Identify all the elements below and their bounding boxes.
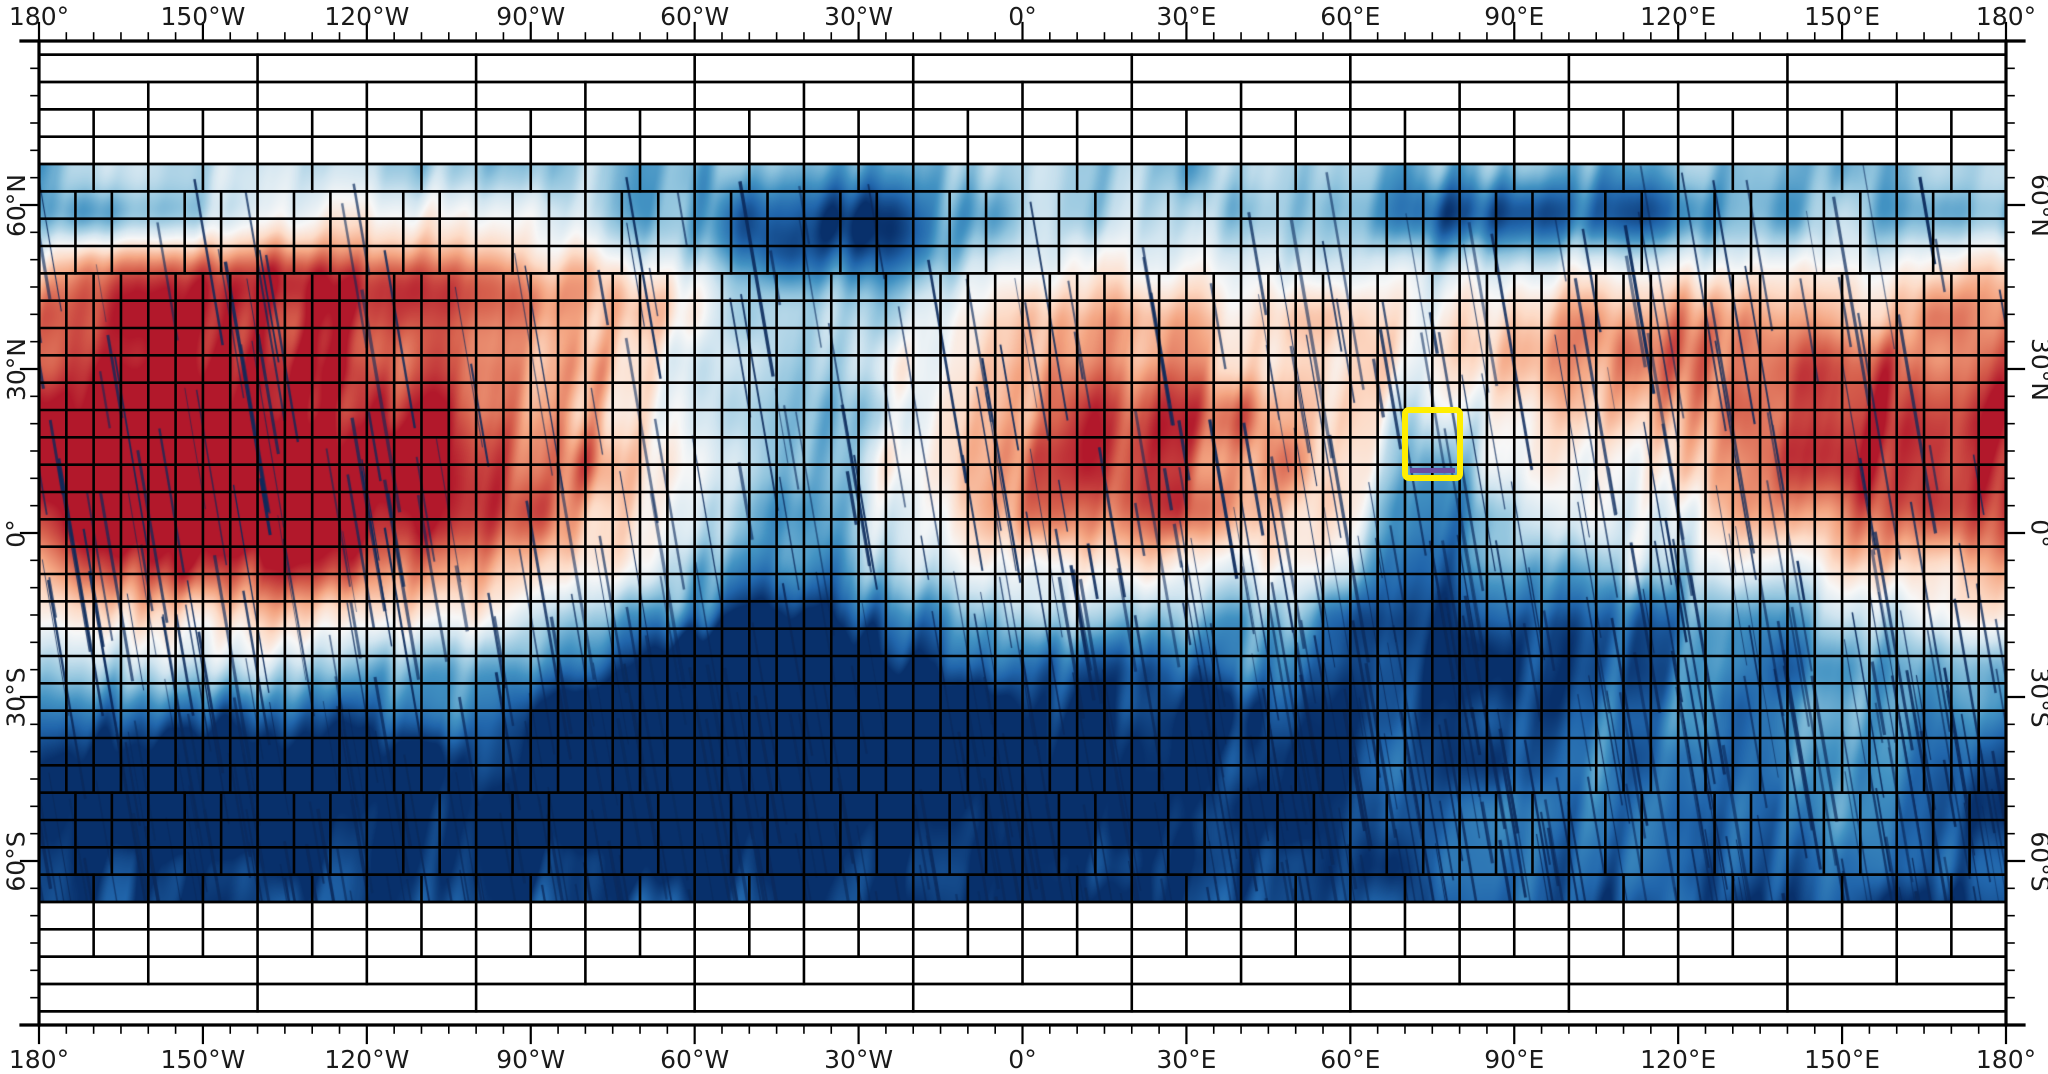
top-lon-label: 180° [8,2,70,31]
bottom-lon-label: 0° [1008,1045,1037,1074]
bottom-lon-label: 120°W [324,1045,410,1074]
right-lat-label: 30°N [2025,337,2048,402]
top-lon-label: 60°E [1320,2,1381,31]
bottom-lon-label: 60°W [660,1045,730,1074]
bottom-lon-label: 150°W [160,1045,246,1074]
bottom-lon-label: 60°E [1320,1045,1381,1074]
left-lat-label: 30°S [1,667,31,728]
bottom-lon-label: 120°E [1640,1045,1717,1074]
bottom-lon-label: 30°W [824,1045,894,1074]
right-lat-label: 30°S [2025,667,2048,728]
left-lat-label: 60°N [1,173,31,238]
top-lon-label: 120°W [324,2,410,31]
right-lat-label: 0° [2025,519,2048,548]
top-lon-label: 120°E [1640,2,1717,31]
right-lat-label: 60°N [2025,173,2048,238]
selected-tile-highlight[interactable] [1401,407,1463,482]
bottom-lon-label: 180° [8,1045,70,1074]
left-lat-label: 0° [1,519,31,548]
top-lon-label: 30°E [1156,2,1217,31]
right-lat-label: 60°S [2025,831,2048,892]
top-lon-label: 180° [1975,2,2037,31]
top-lon-label: 90°E [1484,2,1545,31]
left-lat-label: 60°S [1,831,31,892]
top-lon-label: 30°W [824,2,894,31]
top-lon-label: 90°W [496,2,566,31]
bottom-lon-label: 180° [1975,1045,2037,1074]
top-lon-label: 60°W [660,2,730,31]
left-lat-label: 30°N [1,337,31,402]
top-lon-label: 150°E [1804,2,1881,31]
top-lon-label: 0° [1008,2,1037,31]
bottom-lon-label: 150°E [1804,1045,1881,1074]
selected-tile-bar [1409,468,1455,474]
bottom-lon-label: 90°W [496,1045,566,1074]
bottom-lon-label: 90°E [1484,1045,1545,1074]
top-lon-label: 150°W [160,2,246,31]
bottom-lon-label: 30°E [1156,1045,1217,1074]
